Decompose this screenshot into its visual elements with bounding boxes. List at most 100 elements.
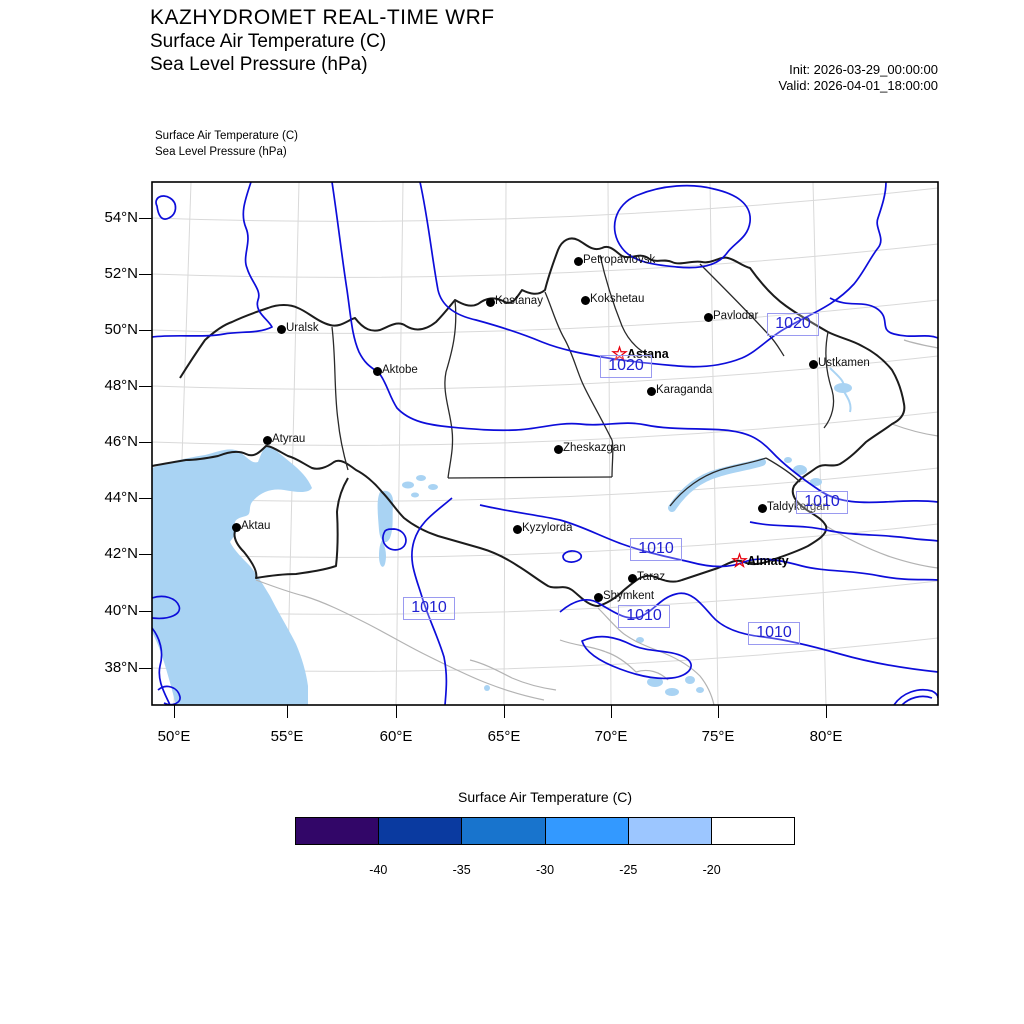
city-name-label: Petropavlovsk: [583, 254, 656, 266]
lon-tick-mark: [287, 705, 288, 718]
city-dot-marker: [373, 367, 382, 376]
city-name-label: Ustkamen: [818, 357, 870, 369]
city-name-label: Taldykorgan: [767, 501, 830, 513]
pressure-contour-label: 1010: [796, 491, 848, 514]
init-time-label: Init: 2026-03-29_00:00:00: [789, 62, 938, 77]
city-dot-marker: [574, 257, 583, 266]
lat-axis-label: 44°N: [104, 489, 138, 506]
city-name-label: Astana: [627, 347, 669, 361]
colorbar-segment: [545, 818, 629, 844]
city-dot-marker: [513, 525, 522, 534]
lon-tick-mark: [504, 705, 505, 718]
graticule: [152, 182, 938, 705]
city-name-label: Karaganda: [656, 384, 713, 396]
map-legend-temperature: Surface Air Temperature (C): [155, 130, 298, 142]
lat-tick-mark: [139, 218, 152, 219]
city-dot-marker: [594, 593, 603, 602]
pressure-contour-label: 1010: [630, 538, 682, 561]
lat-tick-mark: [139, 668, 152, 669]
lat-axis-label: 40°N: [104, 602, 138, 619]
lon-axis-label: 50°E: [157, 728, 191, 745]
city-dot-marker: [277, 325, 286, 334]
lon-tick-mark: [611, 705, 612, 718]
lake-alakol: [793, 465, 807, 475]
city-dot-marker: [554, 445, 563, 454]
page-subtitle-pressure: Sea Level Pressure (hPa): [150, 54, 368, 75]
lat-tick-mark: [139, 274, 152, 275]
lon-axis-label: 55°E: [270, 728, 304, 745]
lake-balkhash: [668, 458, 766, 512]
lat-axis-label: 42°N: [104, 545, 138, 562]
city-name-label: Uralsk: [286, 322, 319, 334]
lat-tick-mark: [139, 498, 152, 499]
lon-axis-label: 65°E: [487, 728, 521, 745]
colorbar-tick-label: -20: [702, 863, 721, 877]
map-frame: [151, 181, 939, 706]
lon-axis-label: 60°E: [379, 728, 413, 745]
city-name-label: Aktau: [241, 520, 271, 532]
city-dot-marker: [758, 504, 767, 513]
foreign-borders: [255, 339, 938, 705]
lon-axis-label: 75°E: [701, 728, 735, 745]
city-dot-marker: [486, 298, 495, 307]
page-subtitle-temperature: Surface Air Temperature (C): [150, 31, 387, 52]
lat-axis-label: 38°N: [104, 659, 138, 676]
city-star-marker: ☆: [731, 551, 749, 572]
city-name-label: Kyzylorda: [522, 522, 573, 534]
lon-axis-label: 80°E: [809, 728, 843, 745]
city-name-label: Aktobe: [382, 364, 418, 376]
lat-tick-mark: [139, 330, 152, 331]
lat-tick-mark: [139, 386, 152, 387]
colorbar-segment: [628, 818, 712, 844]
country-borders: [152, 237, 906, 607]
lat-tick-mark: [139, 611, 152, 612]
lon-tick-mark: [396, 705, 397, 718]
pressure-contour-label: 1010: [403, 597, 455, 620]
valid-time-label: Valid: 2026-04-01_18:00:00: [778, 78, 939, 93]
lon-tick-mark: [718, 705, 719, 718]
colorbar-tick-label: -30: [535, 863, 555, 877]
city-name-label: Zheskazgan: [563, 442, 626, 454]
city-name-label: Kostanay: [495, 295, 543, 307]
city-name-label: Atyrau: [272, 433, 306, 445]
city-dot-marker: [628, 574, 637, 583]
lat-axis-label: 48°N: [104, 377, 138, 394]
aral-sliver: [379, 540, 386, 567]
city-name-label: Pavlodar: [713, 310, 759, 322]
city-name-label: Shymkent: [603, 590, 655, 602]
colorbar: [295, 817, 795, 845]
pressure-contour-label: 1010: [748, 622, 800, 645]
colorbar-segment: [379, 818, 463, 844]
colorbar-tick-label: -25: [619, 863, 638, 877]
lat-tick-mark: [139, 442, 152, 443]
city-dot-marker: [704, 313, 713, 322]
pressure-contour-label: 1010: [618, 605, 670, 628]
city-dot-marker: [232, 523, 241, 532]
colorbar-tick-label: -35: [452, 863, 471, 877]
pressure-contour-label: 1020: [767, 313, 819, 336]
colorbar-title: Surface Air Temperature (C): [457, 789, 633, 805]
lat-axis-label: 50°N: [104, 321, 138, 338]
lat-axis-label: 54°N: [104, 209, 138, 226]
colorbar-segment: [296, 818, 380, 844]
city-name-label: Kokshetau: [590, 293, 645, 305]
city-dot-marker: [581, 296, 590, 305]
page-title: KAZHYDROMET REAL-TIME WRF: [150, 6, 495, 29]
colorbar-segment: [711, 818, 795, 844]
city-name-label: Taraz: [637, 571, 666, 583]
map-legend-pressure: Sea Level Pressure (hPa): [155, 146, 287, 158]
caspian-sea: [152, 446, 312, 705]
city-star-marker: ☆: [611, 344, 629, 365]
lon-tick-mark: [826, 705, 827, 718]
colorbar-segment: [462, 818, 546, 844]
lat-axis-label: 52°N: [104, 265, 138, 282]
city-dot-marker: [647, 387, 656, 396]
colorbar-tick-label: -40: [369, 863, 388, 877]
city-name-label: Almaty: [747, 554, 789, 568]
pressure-contour-label: 1020: [600, 355, 652, 378]
city-dot-marker: [809, 360, 818, 369]
lon-axis-label: 70°E: [594, 728, 628, 745]
